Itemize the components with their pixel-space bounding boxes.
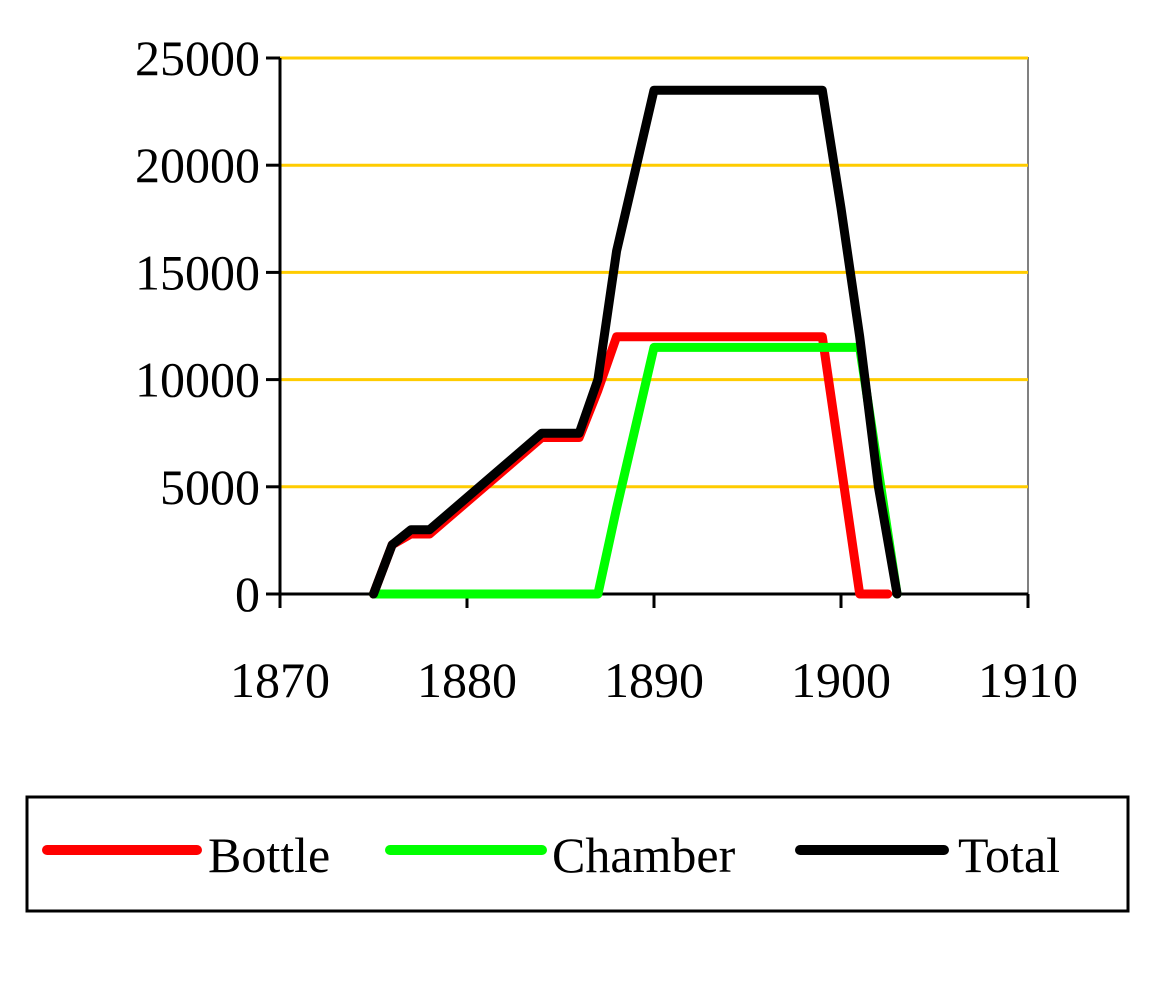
legend: Bottle Chamber Total <box>25 795 1130 913</box>
x-tick-label: 1900 <box>791 652 891 708</box>
x-tick-label: 1880 <box>417 652 517 708</box>
y-tick-label: 20000 <box>135 137 260 193</box>
x-tick-label: 1910 <box>978 652 1078 708</box>
x-tick-label: 1890 <box>604 652 704 708</box>
legend-label-total: Total <box>958 827 1060 883</box>
y-tick-label: 10000 <box>135 352 260 408</box>
series-line-total <box>369 85 902 599</box>
y-tick-label: 0 <box>235 566 260 622</box>
legend-label-bottle: Bottle <box>208 827 330 883</box>
y-tick-label: 25000 <box>135 30 260 86</box>
series-line-chamber <box>369 342 902 599</box>
series-lines <box>369 85 902 599</box>
y-tick-label: 15000 <box>135 244 260 300</box>
x-tick-label: 1870 <box>230 652 330 708</box>
tick-labels: 0 5000 10000 15000 20000 25000 1870 1880 1890 190… <box>135 30 1078 708</box>
legend-label-chamber: Chamber <box>552 827 736 883</box>
y-tick-label: 5000 <box>160 459 260 515</box>
gridlines <box>279 56 1029 595</box>
plot-area-border <box>279 57 1029 595</box>
